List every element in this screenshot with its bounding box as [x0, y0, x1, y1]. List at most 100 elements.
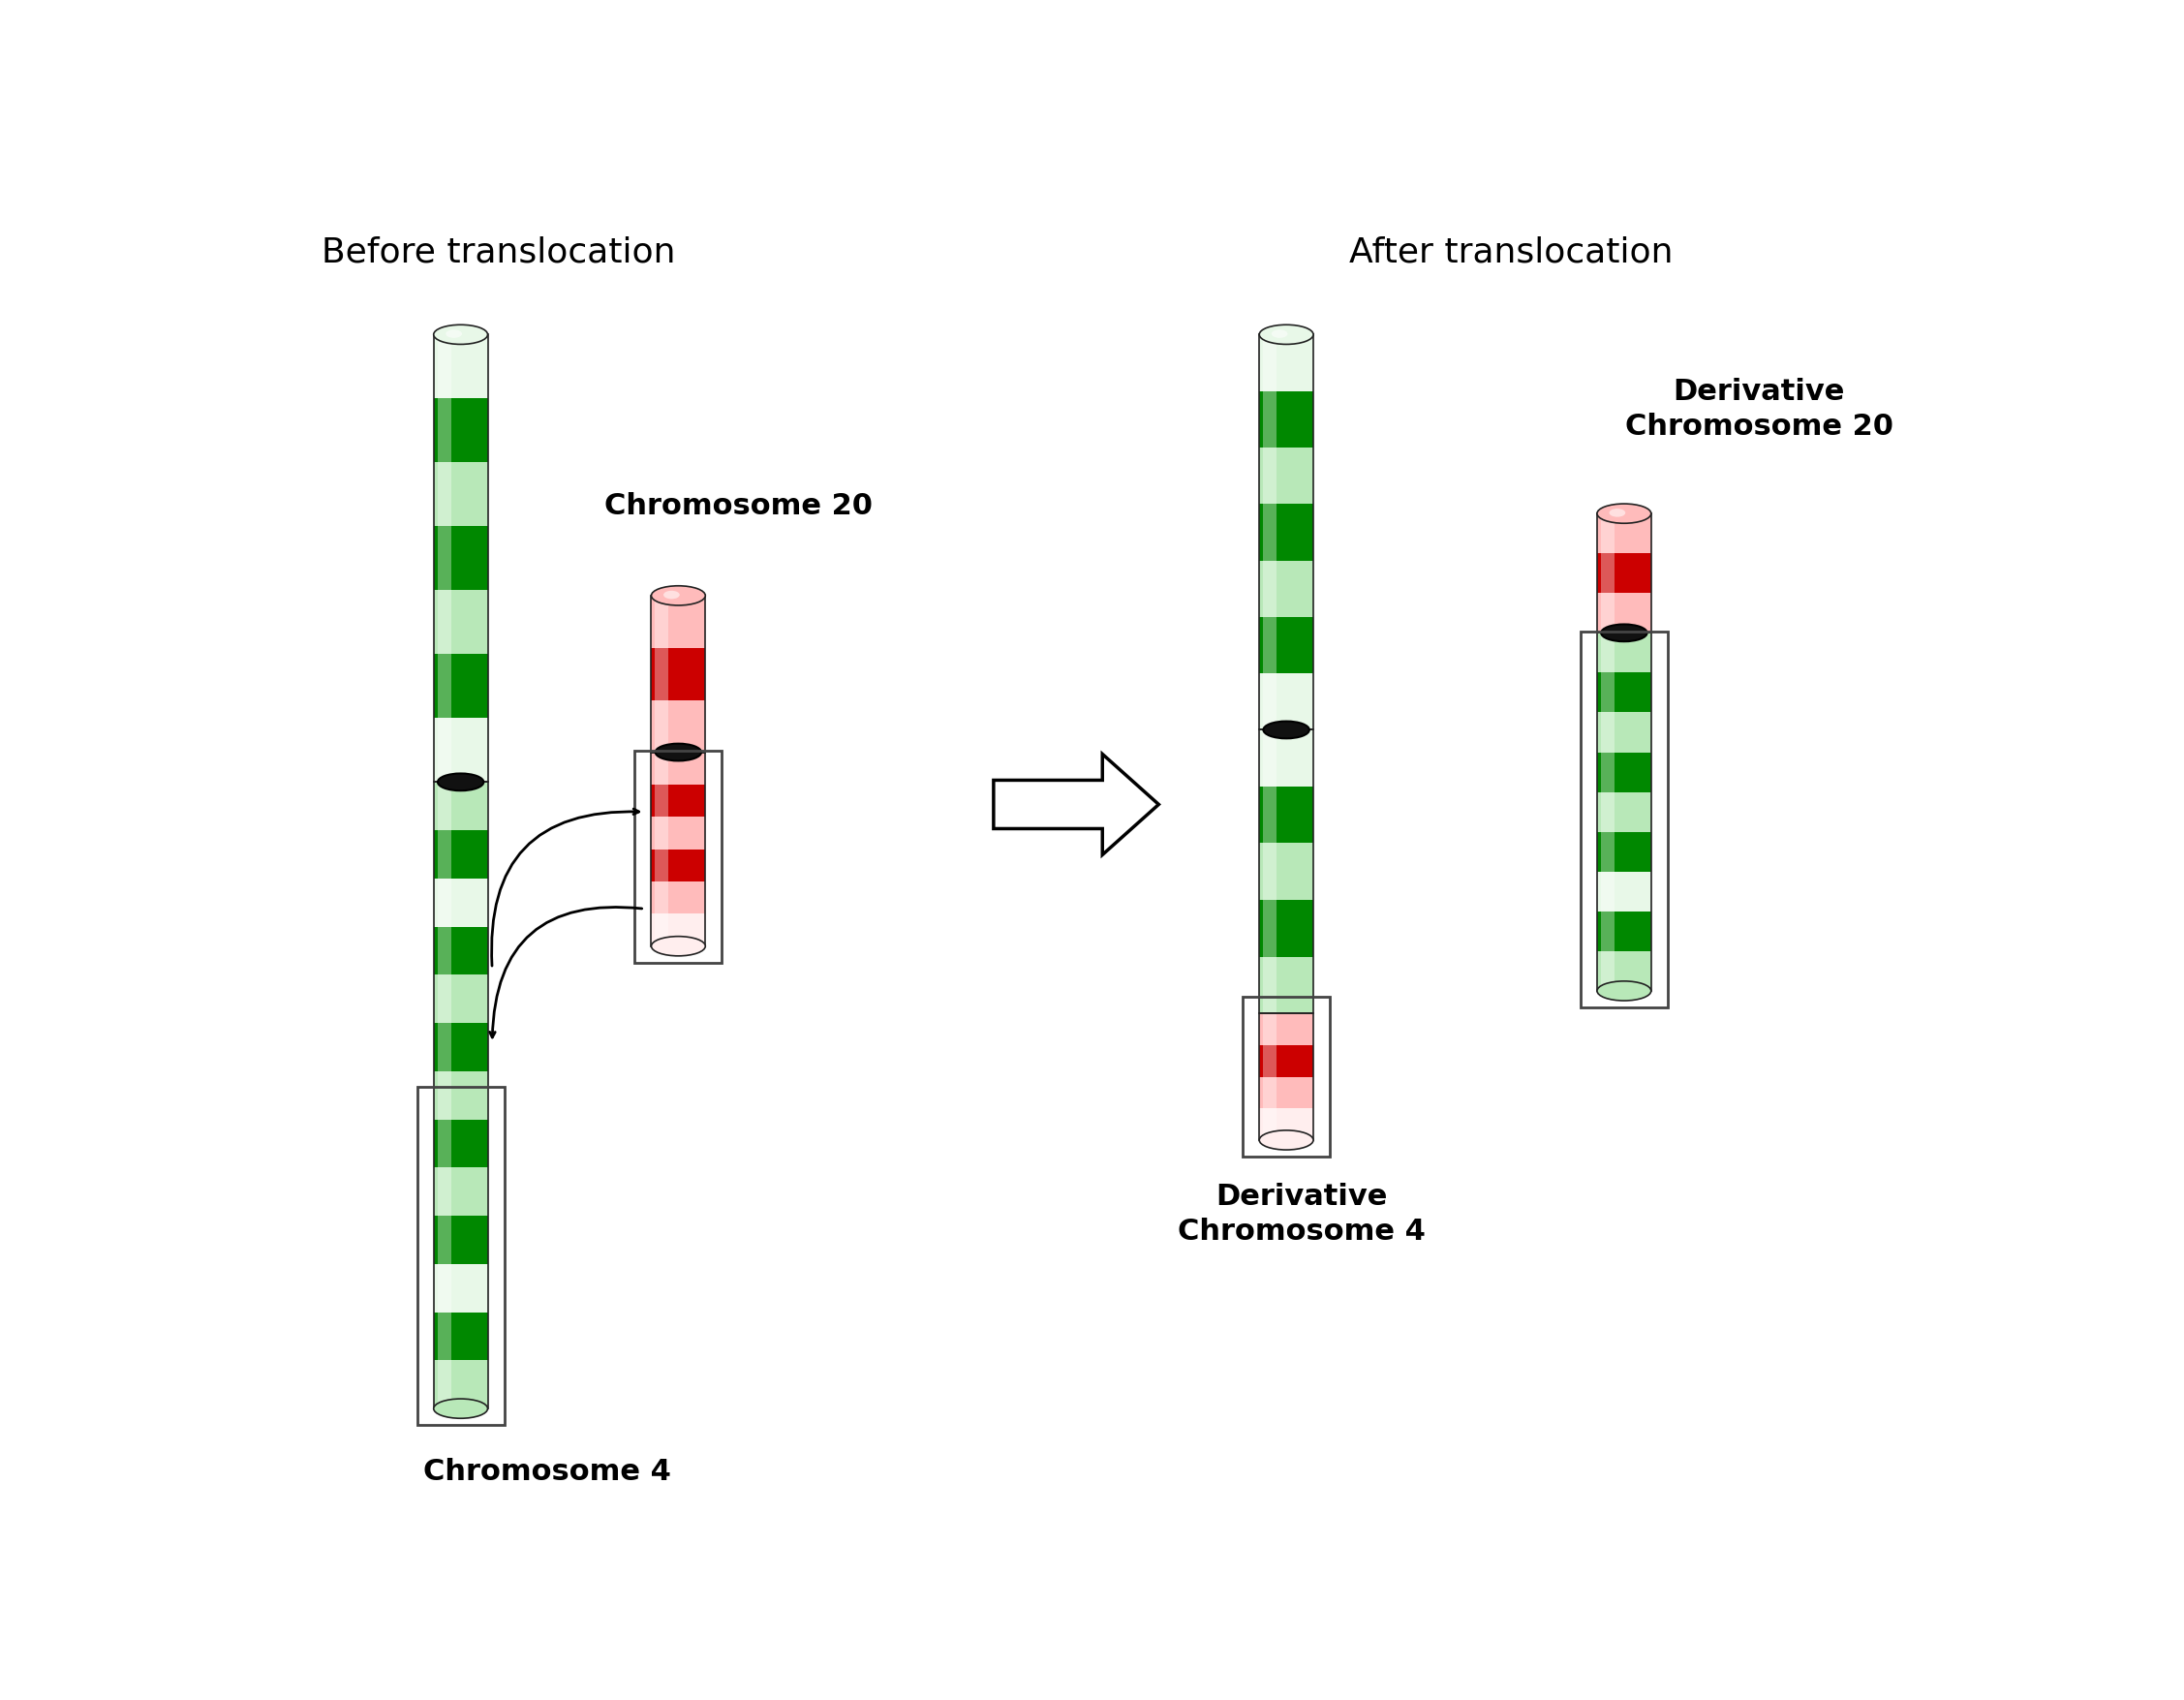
Bar	[437, 1023, 450, 1071]
Bar	[435, 1312, 487, 1360]
Bar	[435, 974, 487, 1023]
Bar	[1597, 872, 1651, 911]
Bar	[1260, 1046, 1313, 1076]
Ellipse shape	[446, 330, 463, 338]
Bar	[651, 700, 705, 751]
Bar	[435, 335, 487, 782]
Bar	[1262, 729, 1278, 787]
Bar	[1601, 831, 1614, 872]
Bar	[435, 782, 487, 830]
Bar	[1597, 911, 1651, 950]
Bar	[1262, 391, 1278, 447]
Bar	[1262, 335, 1278, 391]
Bar	[435, 1216, 487, 1265]
Bar	[655, 818, 668, 850]
Bar	[437, 1071, 450, 1119]
Bar	[655, 850, 668, 882]
Bar	[1260, 843, 1313, 899]
Bar	[1260, 673, 1313, 729]
Bar	[1601, 950, 1614, 991]
Bar	[1262, 561, 1278, 617]
Bar	[1262, 787, 1278, 843]
Bar	[651, 751, 705, 784]
Bar	[435, 398, 487, 462]
Bar	[435, 879, 487, 927]
Bar	[435, 1360, 487, 1409]
Bar	[1597, 632, 1651, 991]
Bar	[437, 1265, 450, 1312]
Ellipse shape	[1597, 503, 1651, 524]
Bar	[437, 1360, 450, 1409]
Bar	[1243, 996, 1330, 1156]
Bar	[655, 915, 668, 947]
Bar	[1601, 911, 1614, 950]
Bar	[651, 818, 705, 850]
Bar	[651, 595, 705, 751]
Bar	[1601, 593, 1614, 632]
Bar	[435, 527, 487, 590]
Bar	[437, 717, 450, 782]
Bar	[1597, 632, 1651, 673]
Bar	[1601, 792, 1614, 831]
Bar	[435, 1168, 487, 1216]
Bar	[437, 879, 450, 927]
Bar	[1260, 1013, 1313, 1141]
Bar	[437, 830, 450, 879]
Ellipse shape	[1610, 508, 1625, 517]
Bar	[1597, 673, 1651, 712]
Bar	[655, 751, 668, 784]
Bar	[435, 717, 487, 782]
Bar	[1260, 729, 1313, 1013]
Text: Chromosome 4: Chromosome 4	[424, 1459, 670, 1486]
Bar	[1597, 513, 1651, 552]
Bar	[1260, 617, 1313, 673]
Bar	[1260, 335, 1313, 391]
Bar	[437, 1168, 450, 1216]
Bar	[435, 335, 487, 398]
Bar	[651, 882, 705, 915]
Text: Derivative
Chromosome 4: Derivative Chromosome 4	[1177, 1183, 1426, 1246]
Bar	[1262, 1076, 1278, 1108]
Ellipse shape	[1260, 325, 1313, 345]
Bar	[437, 527, 450, 590]
Bar	[435, 782, 487, 1409]
Text: Chromosome 20: Chromosome 20	[605, 491, 874, 520]
Bar	[1260, 391, 1313, 447]
Bar	[651, 648, 705, 700]
Bar	[1601, 552, 1614, 593]
Bar	[1601, 872, 1614, 911]
Bar	[1601, 632, 1614, 673]
Text: Derivative
Chromosome 20: Derivative Chromosome 20	[1625, 377, 1894, 440]
Bar	[655, 648, 668, 700]
Ellipse shape	[651, 937, 705, 955]
Bar	[1597, 751, 1651, 792]
Bar	[651, 915, 705, 947]
Bar	[437, 462, 450, 527]
Bar	[1597, 513, 1651, 632]
Bar	[655, 595, 668, 648]
Ellipse shape	[655, 743, 701, 762]
Bar	[437, 335, 450, 398]
Bar	[437, 398, 450, 462]
Bar	[1260, 561, 1313, 617]
Bar	[1597, 593, 1651, 632]
Bar	[1262, 447, 1278, 503]
Bar	[1262, 673, 1278, 729]
Text: After translocation: After translocation	[1350, 236, 1673, 269]
Ellipse shape	[435, 1399, 487, 1418]
Bar	[1260, 335, 1313, 729]
Bar	[1262, 957, 1278, 1013]
Bar	[1260, 729, 1313, 787]
Bar	[1260, 957, 1313, 1013]
Bar	[1260, 1108, 1313, 1141]
Bar	[1260, 1013, 1313, 1046]
Bar	[435, 926, 487, 974]
Bar	[437, 654, 450, 717]
Bar	[1262, 1013, 1278, 1046]
Bar	[1262, 503, 1278, 561]
Bar	[1597, 831, 1651, 872]
Bar	[651, 595, 705, 648]
Bar	[435, 590, 487, 654]
Bar	[636, 751, 723, 962]
Bar	[1597, 950, 1651, 991]
